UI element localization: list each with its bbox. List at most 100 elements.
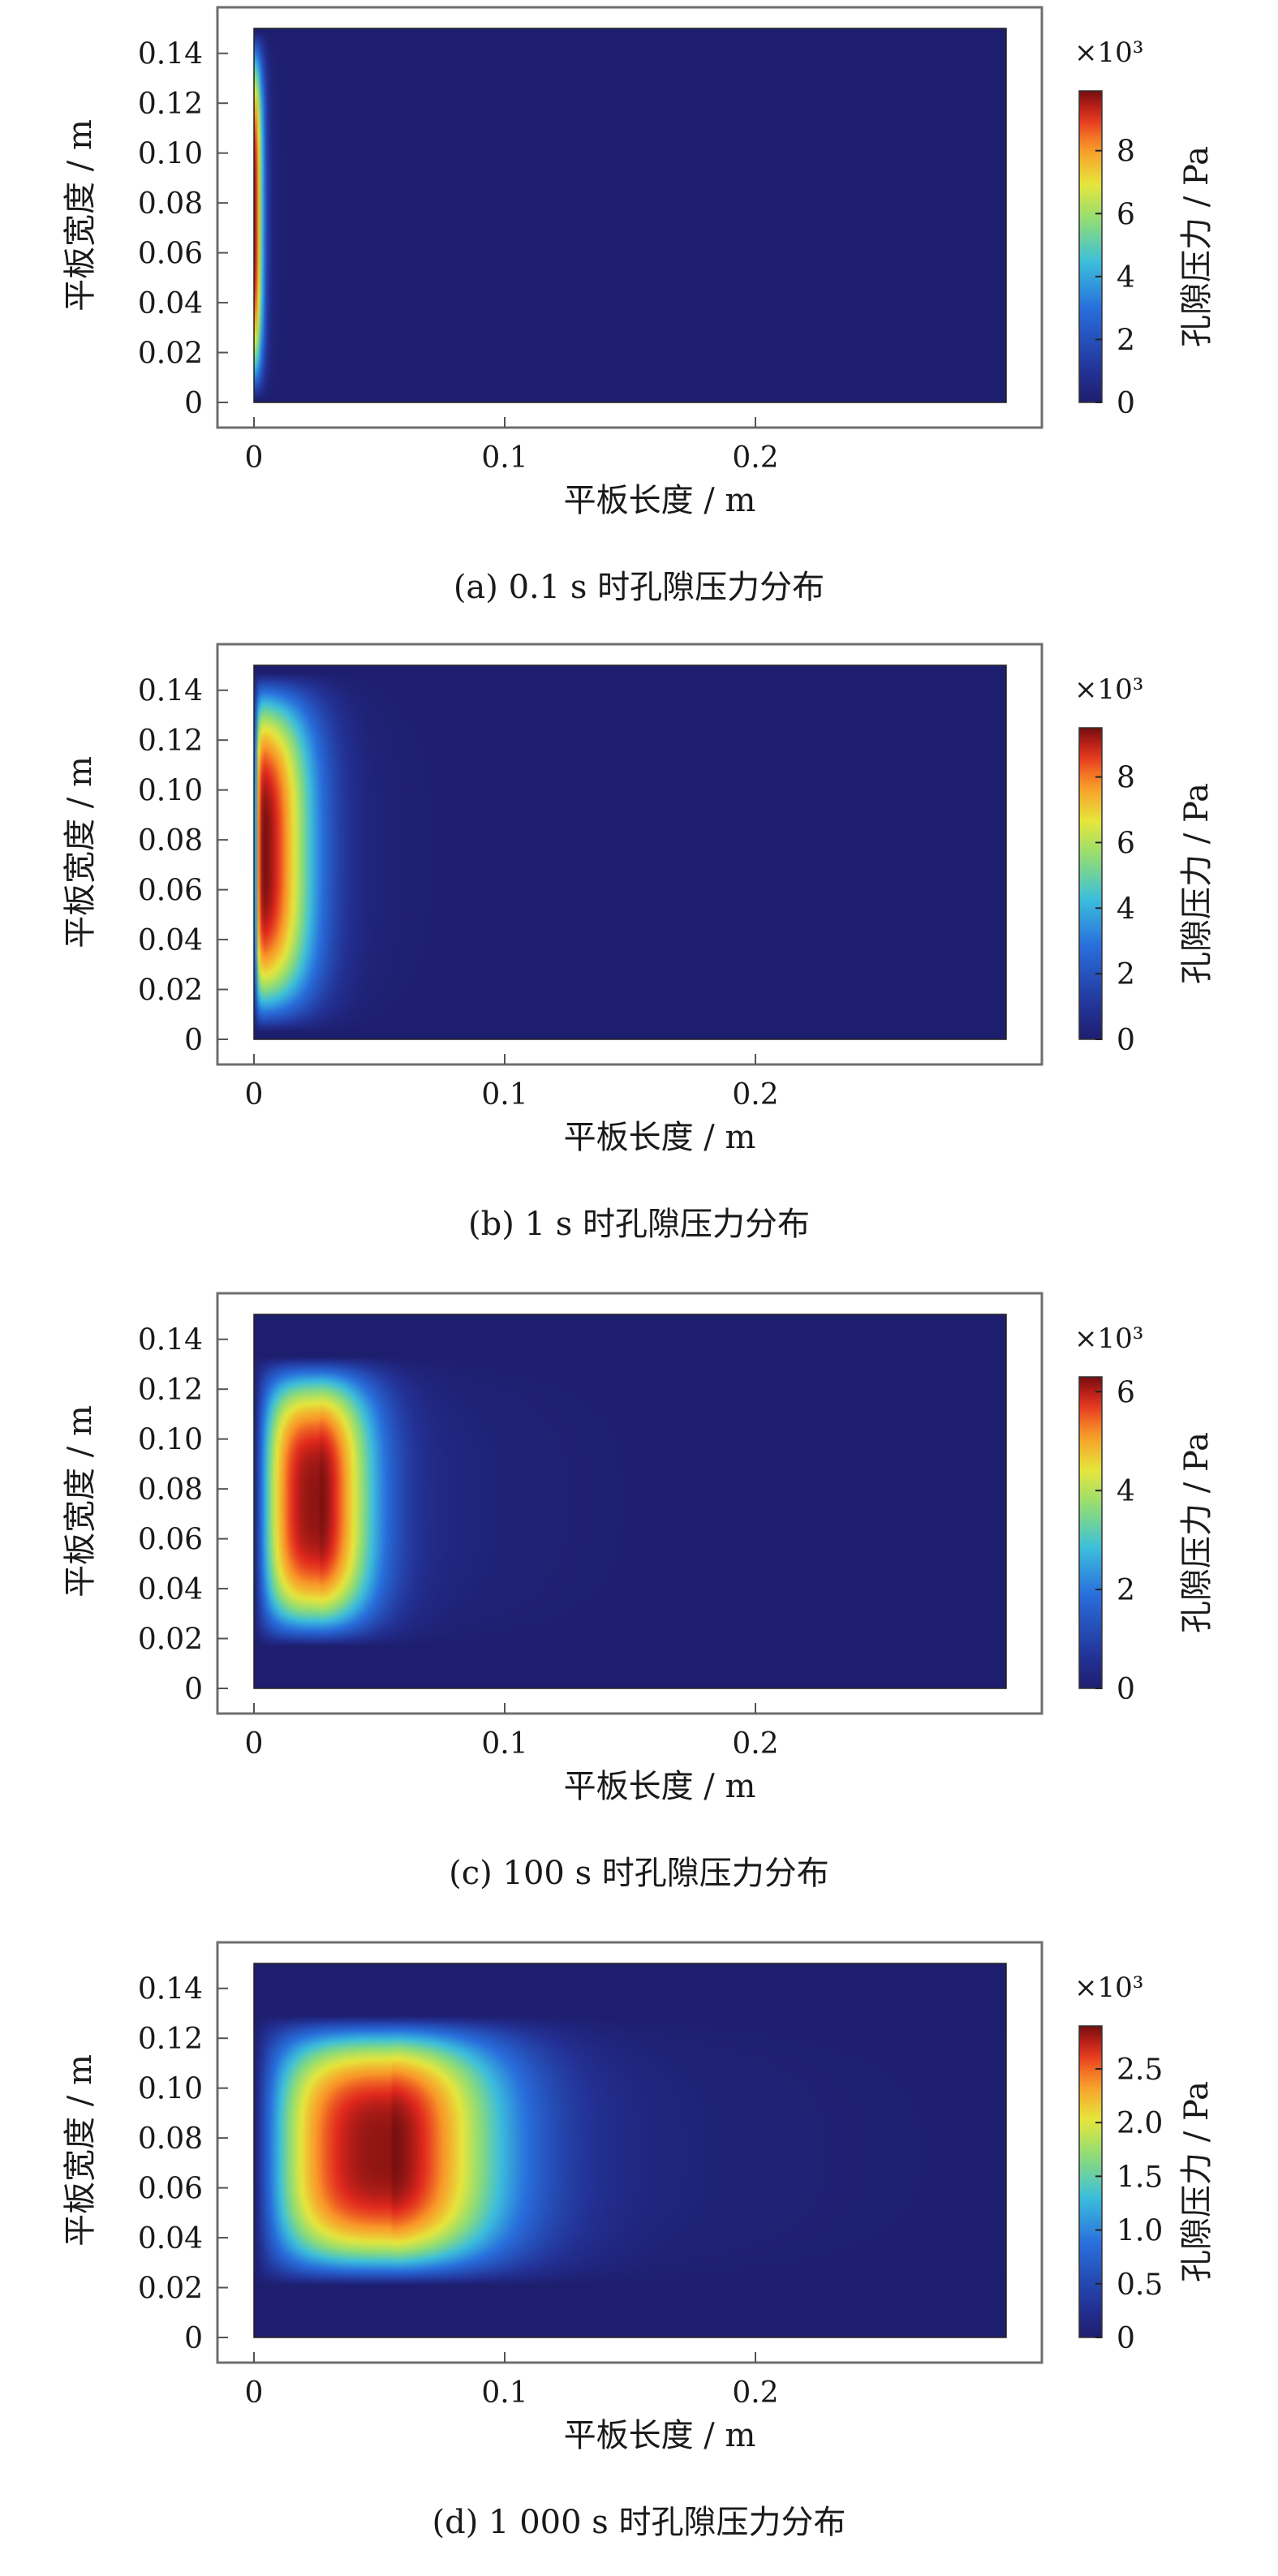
figure-caption: (b) 1 s 时孔隙压力分布 [468, 1206, 810, 1243]
y-tick-label: 0.08 [138, 824, 203, 858]
colorbar-tick-label: 2 [1117, 1574, 1135, 1607]
x-axis-label: 平板长度 / m [564, 482, 756, 519]
y-tick-label: 0.06 [138, 875, 203, 908]
colorbar [1078, 2025, 1103, 2338]
y-tick-label: 0.08 [138, 1473, 203, 1507]
x-axis-label: 平板长度 / m [564, 1768, 756, 1805]
colorbar-multiplier: ×10³ [1074, 37, 1143, 69]
y-tick-label: 0.04 [138, 924, 203, 957]
chart-panel: 0 0.02 0.04 0.06 0.08 0.10 0.12 0.14 0 0.1 0.2 平板长度… [0, 637, 1278, 1278]
colorbar-tick-label: 4 [1117, 1475, 1135, 1508]
colorbar-label: 孔隙压力 / Pa [1178, 2081, 1216, 2282]
y-tick-label: 0.12 [138, 88, 203, 121]
y-tick-label: 0.10 [138, 138, 203, 171]
y-tick-label: 0.12 [138, 1374, 203, 1407]
x-tick-label: 0 [245, 441, 264, 475]
y-tick-label: 0.04 [138, 1573, 203, 1606]
x-tick-label: 0.2 [732, 1727, 778, 1761]
y-tick-label: 0.08 [138, 2122, 203, 2156]
colorbar-tick-label: 1.0 [1117, 2215, 1163, 2248]
x-axis-label: 平板长度 / m [564, 1119, 756, 1156]
y-tick-label: 0.06 [138, 238, 203, 271]
y-tick-label: 0.12 [138, 2023, 203, 2056]
colorbar-multiplier: ×10³ [1074, 673, 1143, 706]
colorbar-tick-label: 4 [1117, 261, 1135, 295]
colorbar-tick-label: 6 [1117, 827, 1135, 860]
colorbar-tick-label: 1.5 [1117, 2161, 1163, 2194]
chart-panel: 0 0.02 0.04 0.06 0.08 0.10 0.12 0.14 0 0.1 0.2 平板长度… [0, 1935, 1278, 2576]
heatmap-field [254, 1963, 1006, 2337]
figure-caption: (d) 1 000 s 时孔隙压力分布 [432, 2504, 846, 2541]
colorbar-tick-label: 0 [1117, 1024, 1135, 1057]
colorbar [1078, 727, 1103, 1040]
x-tick-label: 0 [245, 1078, 264, 1112]
y-tick-label: 0.04 [138, 2222, 203, 2256]
colorbar-tick-label: 6 [1117, 198, 1135, 231]
colorbar-multiplier: ×10³ [1074, 1972, 1143, 2004]
colorbar-tick-label: 2.5 [1117, 2053, 1163, 2087]
colorbar-tick-label: 8 [1117, 135, 1135, 169]
colorbar-tick-label: 0 [1117, 387, 1135, 420]
y-tick-label: 0.10 [138, 775, 203, 808]
y-tick-label: 0 [184, 1673, 203, 1706]
x-axis-label: 平板长度 / m [564, 2417, 756, 2454]
y-tick-label: 0.14 [138, 38, 203, 71]
y-tick-label: 0.14 [138, 1973, 203, 2006]
x-tick-label: 0.1 [481, 441, 527, 475]
colorbar-label: 孔隙压力 / Pa [1178, 146, 1216, 347]
y-tick-label: 0.02 [138, 338, 203, 371]
y-tick-label: 0.02 [138, 974, 203, 1008]
colorbar-label: 孔隙压力 / Pa [1178, 1432, 1216, 1633]
colorbar-tick-label: 0.5 [1117, 2269, 1163, 2302]
y-tick-label: 0.08 [138, 187, 203, 221]
y-tick-label: 0 [184, 1024, 203, 1057]
y-tick-label: 0.02 [138, 2273, 203, 2306]
x-tick-label: 0.2 [732, 441, 778, 475]
y-axis-label: 平板宽度 / m [62, 1405, 99, 1598]
colorbar-multiplier: ×10³ [1074, 1322, 1143, 1355]
chart-panel: 0 0.02 0.04 0.06 0.08 0.10 0.12 0.14 0 0.1 0.2 平板长度… [0, 1286, 1278, 1927]
y-axis-label: 平板宽度 / m [62, 119, 99, 312]
x-tick-label: 0 [245, 1727, 264, 1761]
y-tick-label: 0.10 [138, 2073, 203, 2106]
colorbar-tick-label: 6 [1117, 1376, 1135, 1409]
x-tick-label: 0.1 [481, 1727, 527, 1761]
heatmap-field [254, 1314, 1006, 1688]
colorbar-tick-label: 2.0 [1117, 2107, 1163, 2140]
x-tick-label: 0.1 [481, 2376, 527, 2410]
x-tick-label: 0.2 [732, 1078, 778, 1112]
y-tick-label: 0.14 [138, 675, 203, 708]
colorbar [1078, 90, 1103, 403]
y-axis-label: 平板宽度 / m [62, 756, 99, 948]
x-tick-label: 0.2 [732, 2376, 778, 2410]
y-tick-label: 0.06 [138, 2173, 203, 2206]
colorbar [1078, 1376, 1103, 1689]
heatmap-field [254, 28, 1006, 402]
y-tick-label: 0.14 [138, 1324, 203, 1357]
chart-svg: 0 0.02 0.04 0.06 0.08 0.10 0.12 0.14 0 0.1 0.2 平板长度… [62, 1941, 1216, 2454]
y-tick-label: 0 [184, 2322, 203, 2355]
chart-svg: 0 0.02 0.04 0.06 0.08 0.10 0.12 0.14 0 0.1 0.2 平板长度… [62, 6, 1216, 519]
y-axis-label: 平板宽度 / m [62, 2054, 99, 2247]
colorbar-tick-label: 2 [1117, 958, 1135, 991]
figure-caption: (c) 100 s 时孔隙压力分布 [449, 1855, 829, 1892]
colorbar-label: 孔隙压力 / Pa [1178, 783, 1216, 984]
colorbar-tick-label: 0 [1117, 2322, 1135, 2355]
x-tick-label: 0.1 [481, 1078, 527, 1112]
chart-panel: 0 0.02 0.04 0.06 0.08 0.10 0.12 0.14 0 0.1 0.2 平板长度… [0, 0, 1278, 641]
colorbar-tick-label: 0 [1117, 1673, 1135, 1706]
colorbar-tick-label: 8 [1117, 762, 1135, 795]
y-tick-label: 0.04 [138, 287, 203, 320]
heatmap-field [254, 665, 1006, 1039]
x-tick-label: 0 [245, 2376, 264, 2410]
chart-svg: 0 0.02 0.04 0.06 0.08 0.10 0.12 0.14 0 0.1 0.2 平板长度… [62, 1292, 1216, 1805]
y-tick-label: 0.02 [138, 1623, 203, 1657]
colorbar-tick-label: 4 [1117, 892, 1135, 926]
chart-svg: 0 0.02 0.04 0.06 0.08 0.10 0.12 0.14 0 0.1 0.2 平板长度… [62, 643, 1216, 1156]
y-tick-label: 0.12 [138, 725, 203, 758]
y-tick-label: 0.06 [138, 1524, 203, 1557]
figure-caption: (a) 0.1 s 时孔隙压力分布 [453, 569, 825, 606]
y-tick-label: 0.10 [138, 1424, 203, 1457]
y-tick-label: 0 [184, 387, 203, 420]
colorbar-tick-label: 2 [1117, 324, 1135, 357]
